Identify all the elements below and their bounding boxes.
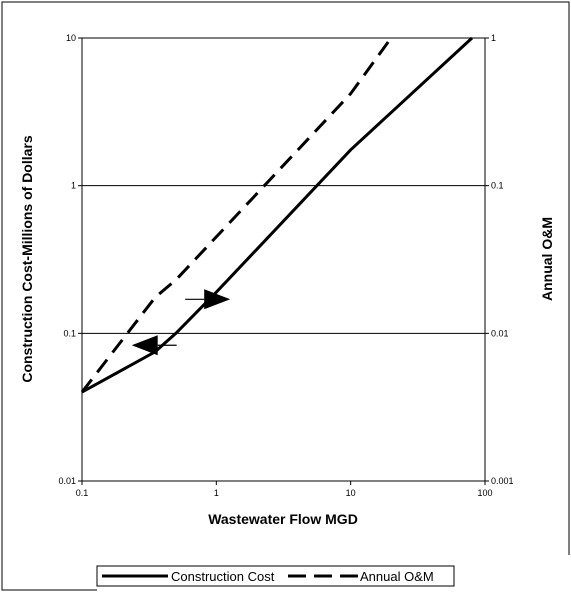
- y2-axis-ticks: 0.001 0.01 0.1 1: [485, 33, 514, 486]
- y2-tick-label-3: 1: [491, 33, 496, 43]
- y2-axis-title: Annual O&M: [539, 217, 555, 301]
- series-lines: [80, 36, 474, 394]
- x-tick-label-3: 100: [477, 488, 492, 498]
- series-line-construction-cost: [81, 36, 474, 394]
- y-tick-label-0: 0.01: [58, 476, 76, 486]
- y-axis-ticks: 0.01 0.1 1 10: [58, 33, 82, 486]
- plot-area: [81, 37, 486, 482]
- legend-label-annual-om: Annual O&M: [360, 569, 434, 584]
- annotation-arrow-head-1: [204, 289, 231, 310]
- x-axis-title: Wastewater Flow MGD: [208, 511, 358, 527]
- annotation-arrow-head-0: [131, 335, 158, 356]
- x-axis-ticks: 0.1 1 10 100: [76, 481, 493, 498]
- x-tick-label-1: 1: [214, 488, 219, 498]
- y-tick-label-2: 1: [71, 181, 76, 191]
- series-line-annual-om: [80, 37, 393, 394]
- y2-tick-label-0: 0.001: [491, 476, 514, 486]
- legend-box: [96, 565, 455, 587]
- legend: Construction Cost Annual O&M: [96, 565, 455, 587]
- y2-tick-label-2: 0.1: [491, 181, 504, 191]
- annotation-arrows: [131, 289, 231, 356]
- gridlines: [82, 185, 485, 334]
- y-tick-label-3: 10: [66, 33, 76, 43]
- x-tick-label-2: 10: [346, 488, 356, 498]
- y-axis-title: Construction Cost-Millions of Dollars: [19, 135, 35, 383]
- y2-tick-label-1: 0.01: [491, 328, 509, 338]
- x-tick-label-0: 0.1: [76, 488, 89, 498]
- legend-label-construction-cost: Construction Cost: [171, 569, 275, 584]
- y-tick-label-1: 0.1: [63, 328, 76, 338]
